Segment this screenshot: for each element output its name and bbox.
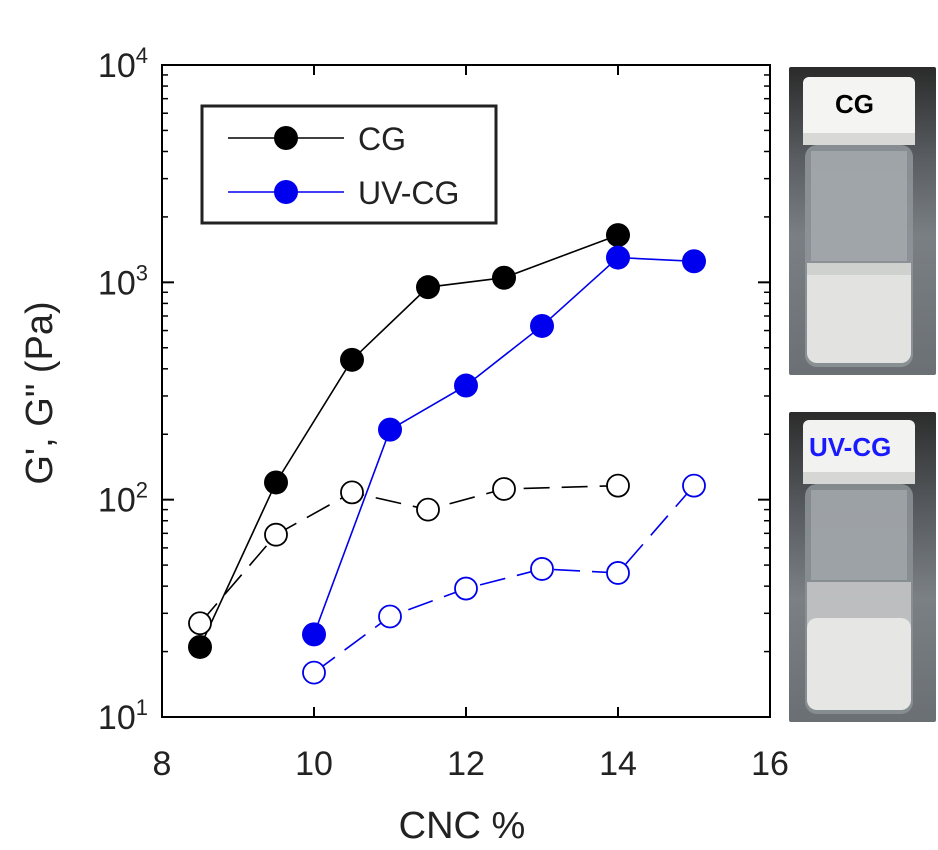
y-axis-label: G', G" (Pa) bbox=[19, 301, 61, 484]
data-point-3 bbox=[682, 473, 706, 498]
data-point-1 bbox=[682, 249, 706, 274]
legend-marker-cg bbox=[274, 126, 298, 150]
data-point-3 bbox=[454, 576, 478, 601]
vial-illustration-uvcg bbox=[803, 420, 915, 714]
series-line-1 bbox=[313, 256, 695, 635]
data-point-1 bbox=[530, 313, 554, 338]
legend-box bbox=[200, 104, 498, 225]
y-tick-base: 10 bbox=[98, 482, 136, 520]
y-tick-label: 102 bbox=[98, 478, 148, 520]
vial-photo-uvcg: UV-CG bbox=[789, 412, 936, 722]
data-point-3 bbox=[530, 557, 554, 581]
y-tick-label: 101 bbox=[98, 695, 148, 737]
y-tick-exponent: 2 bbox=[136, 478, 148, 503]
x-tick-label: 16 bbox=[751, 745, 789, 783]
data-point-0 bbox=[188, 634, 212, 659]
y-tick-exponent: 1 bbox=[136, 695, 148, 720]
data-point-3 bbox=[378, 604, 402, 629]
legend: CG UV-CG bbox=[200, 104, 498, 225]
vial-photo-cg: CG bbox=[789, 67, 936, 375]
data-point-1 bbox=[378, 417, 402, 442]
series-line-3 bbox=[313, 485, 695, 674]
series-line-0 bbox=[199, 234, 619, 648]
y-tick-label: 103 bbox=[98, 260, 148, 302]
x-tick-label: 14 bbox=[599, 745, 637, 783]
y-tick-base: 10 bbox=[98, 699, 136, 737]
y-tick-exponent: 3 bbox=[136, 260, 148, 285]
vial-label-cg: CG bbox=[835, 89, 874, 119]
data-point-0 bbox=[340, 347, 364, 372]
y-tick-label: 104 bbox=[98, 43, 148, 85]
data-point-0 bbox=[416, 275, 440, 300]
y-tick-base: 10 bbox=[98, 47, 136, 85]
data-point-2 bbox=[340, 480, 364, 505]
data-point-3 bbox=[302, 660, 326, 685]
y-tick-base: 10 bbox=[98, 264, 136, 302]
data-point-1 bbox=[454, 373, 478, 398]
data-point-0 bbox=[264, 470, 288, 495]
data-point-2 bbox=[492, 477, 516, 501]
data-point-0 bbox=[606, 223, 630, 248]
y-tick-exponent: 4 bbox=[136, 43, 148, 68]
vial-illustration-cg bbox=[803, 77, 915, 367]
data-point-2 bbox=[264, 522, 288, 547]
legend-marker-uvcg bbox=[274, 180, 298, 204]
series-line-2 bbox=[199, 484, 619, 624]
data-point-0 bbox=[492, 265, 516, 290]
data-point-2 bbox=[416, 497, 440, 522]
x-tick-label: 8 bbox=[153, 745, 172, 783]
legend-label-uvcg: UV-CG bbox=[358, 175, 459, 211]
legend-label-cg: CG bbox=[358, 121, 406, 157]
data-point-1 bbox=[606, 245, 630, 270]
data-point-1 bbox=[302, 622, 326, 647]
x-tick-label: 10 bbox=[295, 745, 333, 783]
vial-label-uvcg: UV-CG bbox=[809, 432, 892, 462]
data-point-2 bbox=[606, 473, 630, 498]
data-point-2 bbox=[188, 611, 212, 636]
x-axis-label: CNC % bbox=[399, 805, 526, 847]
data-point-3 bbox=[606, 561, 630, 585]
x-tick-label: 12 bbox=[447, 745, 485, 783]
